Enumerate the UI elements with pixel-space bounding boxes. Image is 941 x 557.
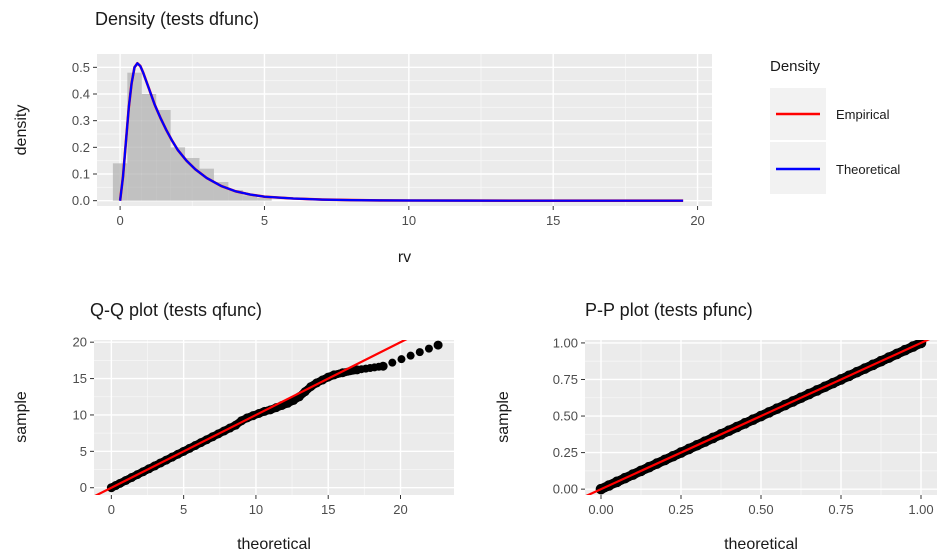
pp-title: P-P plot (tests pfunc) [585,300,753,320]
qq-y-tick-label: 20 [73,335,87,350]
pp-y-tick-label: 1.00 [553,335,578,350]
density-y-tick-label: 0.5 [72,60,90,75]
density-panel: Density (tests dfunc) 0 5 10 15 20 0.0 0.1 0.2… [13,9,900,266]
qq-grid [94,340,454,495]
qq-y-tick-label: 10 [73,407,87,422]
pp-panel: P-P plot (tests pfunc) 0.00 0.25 0.50 0.75 1… [495,300,937,553]
pp-reference-line-path [585,340,931,495]
density-y-ticks: 0.0 0.1 0.2 0.3 0.4 0.5 [72,60,97,208]
pp-x-tick-label: 0.25 [668,502,693,517]
qq-reference-line [94,340,408,495]
pp-y-tick-label: 0.50 [553,409,578,424]
pp-y-label: sample [495,391,512,443]
density-x-tick-label: 10 [402,213,416,228]
pp-x-tick-label: 0.50 [748,502,773,517]
qq-x-tick-label: 5 [180,502,187,517]
histogram-bar [141,94,157,201]
pp-x-ticks: 0.00 0.25 0.50 0.75 1.00 [588,495,934,517]
histogram-bar [228,190,243,201]
qq-point [352,365,362,375]
qq-x-tick-label: 0 [108,502,115,517]
pp-x-tick-label: 1.00 [908,502,933,517]
pp-y-tick-label: 0.00 [553,482,578,497]
histogram-bar [257,198,272,201]
histogram-bar [127,72,142,201]
pp-x-label: theoretical [724,536,798,553]
density-x-tick-label: 0 [116,213,123,228]
pp-y-tick-label: 0.25 [553,445,578,460]
qq-x-tick-label: 20 [393,502,407,517]
qq-x-tick-label: 15 [321,502,335,517]
qq-panel: Q-Q plot (tests qfunc) 0 5 10 15 20 0 5 10 15 20… [13,300,454,553]
density-title: Density (tests dfunc) [95,9,259,29]
qq-y-tick-label: 0 [80,480,87,495]
density-y-tick-label: 0.0 [72,193,90,208]
pp-y-tick-label: 0.75 [553,372,578,387]
qq-x-label: theoretical [237,536,311,553]
qq-point [433,340,443,350]
density-lines [118,61,684,202]
pp-x-tick-label: 0.00 [588,502,613,517]
qq-point [424,344,433,353]
qq-y-tick-label: 15 [73,371,87,386]
pp-reference-line [585,340,931,495]
histogram-bar [185,158,200,201]
histogram-bar [170,147,186,201]
qq-point [406,351,415,360]
density-y-tick-label: 0.1 [72,167,90,182]
density-x-label: rv [398,249,411,266]
qq-y-tick-label: 5 [80,444,87,459]
density-line-theoretical [119,62,684,202]
density-y-tick-label: 0.4 [72,87,90,102]
qq-y-label: sample [13,391,30,443]
legend-label-theoretical: Theoretical [836,162,900,177]
density-y-tick-label: 0.2 [72,140,90,155]
qq-point [415,348,424,357]
density-x-tick-label: 20 [690,213,704,228]
density-x-tick-label: 15 [546,213,560,228]
pp-x-tick-label: 0.75 [828,502,853,517]
density-y-tick-label: 0.3 [72,113,90,128]
density-legend: Density Empirical Theoretical [770,58,900,194]
legend-title: Density [770,58,821,75]
qq-title: Q-Q plot (tests qfunc) [90,300,262,320]
qq-y-ticks: 0 5 10 15 20 [73,335,94,495]
qq-reference-line-path [94,340,408,495]
qq-point [397,355,406,364]
density-x-tick-label: 5 [261,213,268,228]
density-y-label: density [13,105,30,156]
histogram-bar [242,195,258,201]
qq-point [378,361,388,371]
density-x-ticks: 0 5 10 15 20 [116,206,705,228]
qq-x-tick-label: 10 [249,502,263,517]
legend-label-empirical: Empirical [836,107,890,122]
pp-y-ticks: 0.00 0.25 0.50 0.75 1.00 [553,335,585,497]
qq-point [388,358,397,367]
qq-x-ticks: 0 5 10 15 20 [108,495,408,517]
